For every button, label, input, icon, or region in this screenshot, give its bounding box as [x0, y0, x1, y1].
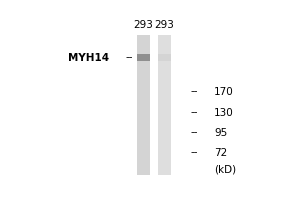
Text: MYH14: MYH14 [68, 53, 109, 63]
Text: 95: 95 [214, 128, 227, 138]
Text: --: -- [126, 53, 133, 63]
Bar [137, 54, 150, 61]
Text: 130: 130 [214, 108, 234, 118]
Text: 72: 72 [214, 148, 227, 158]
Text: 293: 293 [134, 20, 153, 30]
Text: 170: 170 [214, 87, 234, 97]
Text: --: -- [191, 147, 199, 157]
Bar [158, 35, 171, 175]
Text: --: -- [191, 108, 199, 118]
Bar [137, 35, 150, 175]
Text: 293: 293 [154, 20, 174, 30]
Bar [158, 54, 171, 61]
Text: --: -- [191, 128, 199, 138]
Text: --: -- [191, 86, 199, 96]
Text: (kD): (kD) [214, 165, 236, 175]
